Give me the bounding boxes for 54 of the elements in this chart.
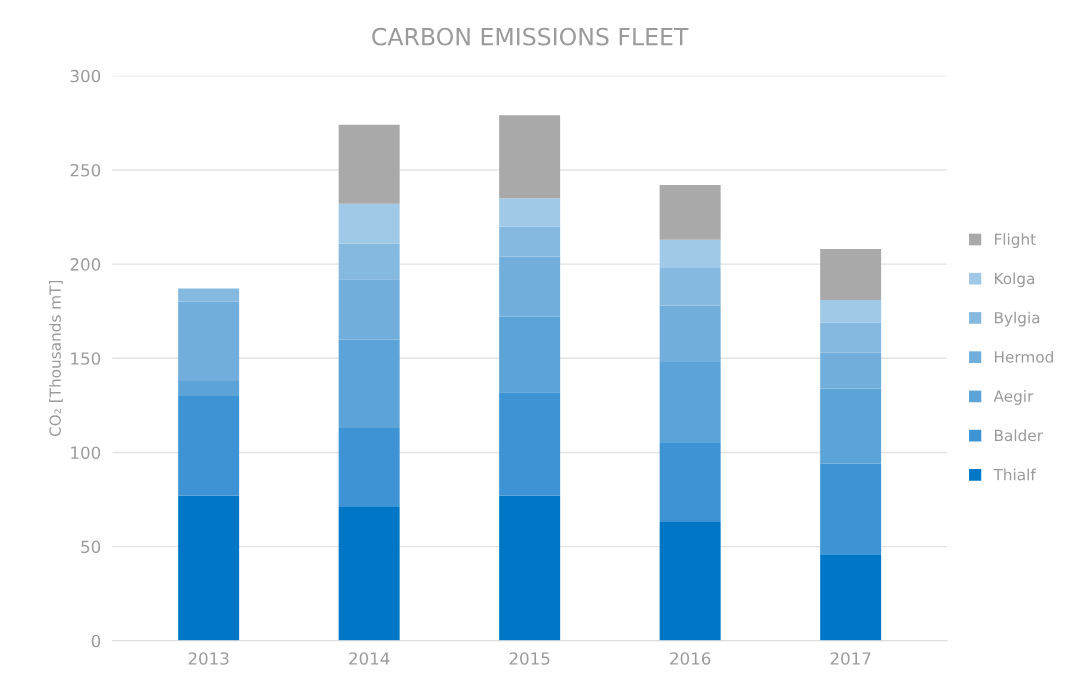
bar (820, 299, 882, 323)
bar (338, 243, 400, 280)
bar (338, 279, 400, 340)
bar (659, 305, 721, 363)
bar (499, 226, 561, 257)
bar (338, 203, 400, 244)
bar (820, 249, 882, 300)
bar (499, 115, 561, 199)
y-tick-label: 0 (91, 634, 101, 648)
bar (499, 316, 561, 393)
y-tick-label: 300 (70, 69, 101, 83)
legend-label: Flight (994, 233, 1036, 248)
chart-title: CARBON EMISSIONS FLEET (372, 27, 689, 46)
bar (659, 185, 721, 240)
bar (338, 124, 400, 204)
y-axis-title: CO₂ [Thousands mT] (49, 280, 63, 437)
legend-label: Bylgia (994, 311, 1040, 327)
y-tick-label: 200 (70, 258, 101, 271)
bar (338, 427, 400, 508)
legend-label: Kolga (994, 272, 1035, 288)
bar (499, 495, 561, 641)
bar (820, 352, 882, 389)
legend-label: Aegir (993, 390, 1034, 405)
bar (820, 463, 882, 555)
x-tick-label: 2013 (188, 652, 229, 665)
y-tick-label: 50 (81, 540, 101, 554)
bar (659, 362, 721, 444)
bar (178, 380, 240, 396)
x-tick-label: 2016 (670, 652, 711, 665)
bar (499, 198, 561, 227)
x-tick-label: 2017 (830, 652, 871, 665)
bar (820, 322, 882, 353)
bar (499, 256, 561, 317)
y-tick-label: 250 (70, 163, 101, 177)
bar (820, 388, 882, 464)
legend-label: Balder (994, 429, 1043, 442)
bar (178, 495, 240, 641)
y-tick-label: 150 (71, 352, 101, 365)
x-tick-label: 2014 (349, 652, 390, 665)
bar (659, 443, 721, 523)
legend-label: Thialf (993, 468, 1037, 481)
bar (820, 554, 882, 641)
bar (499, 392, 561, 496)
bar (178, 301, 240, 381)
bar (659, 239, 721, 268)
legend-label: Hermod (994, 350, 1053, 363)
bar (338, 339, 400, 428)
y-tick-label: 100 (71, 446, 101, 460)
bar (659, 522, 721, 641)
x-tick-label: 2015 (509, 652, 550, 665)
bar (178, 288, 240, 302)
bar (659, 267, 721, 306)
bar (338, 507, 400, 641)
bar (178, 395, 240, 496)
